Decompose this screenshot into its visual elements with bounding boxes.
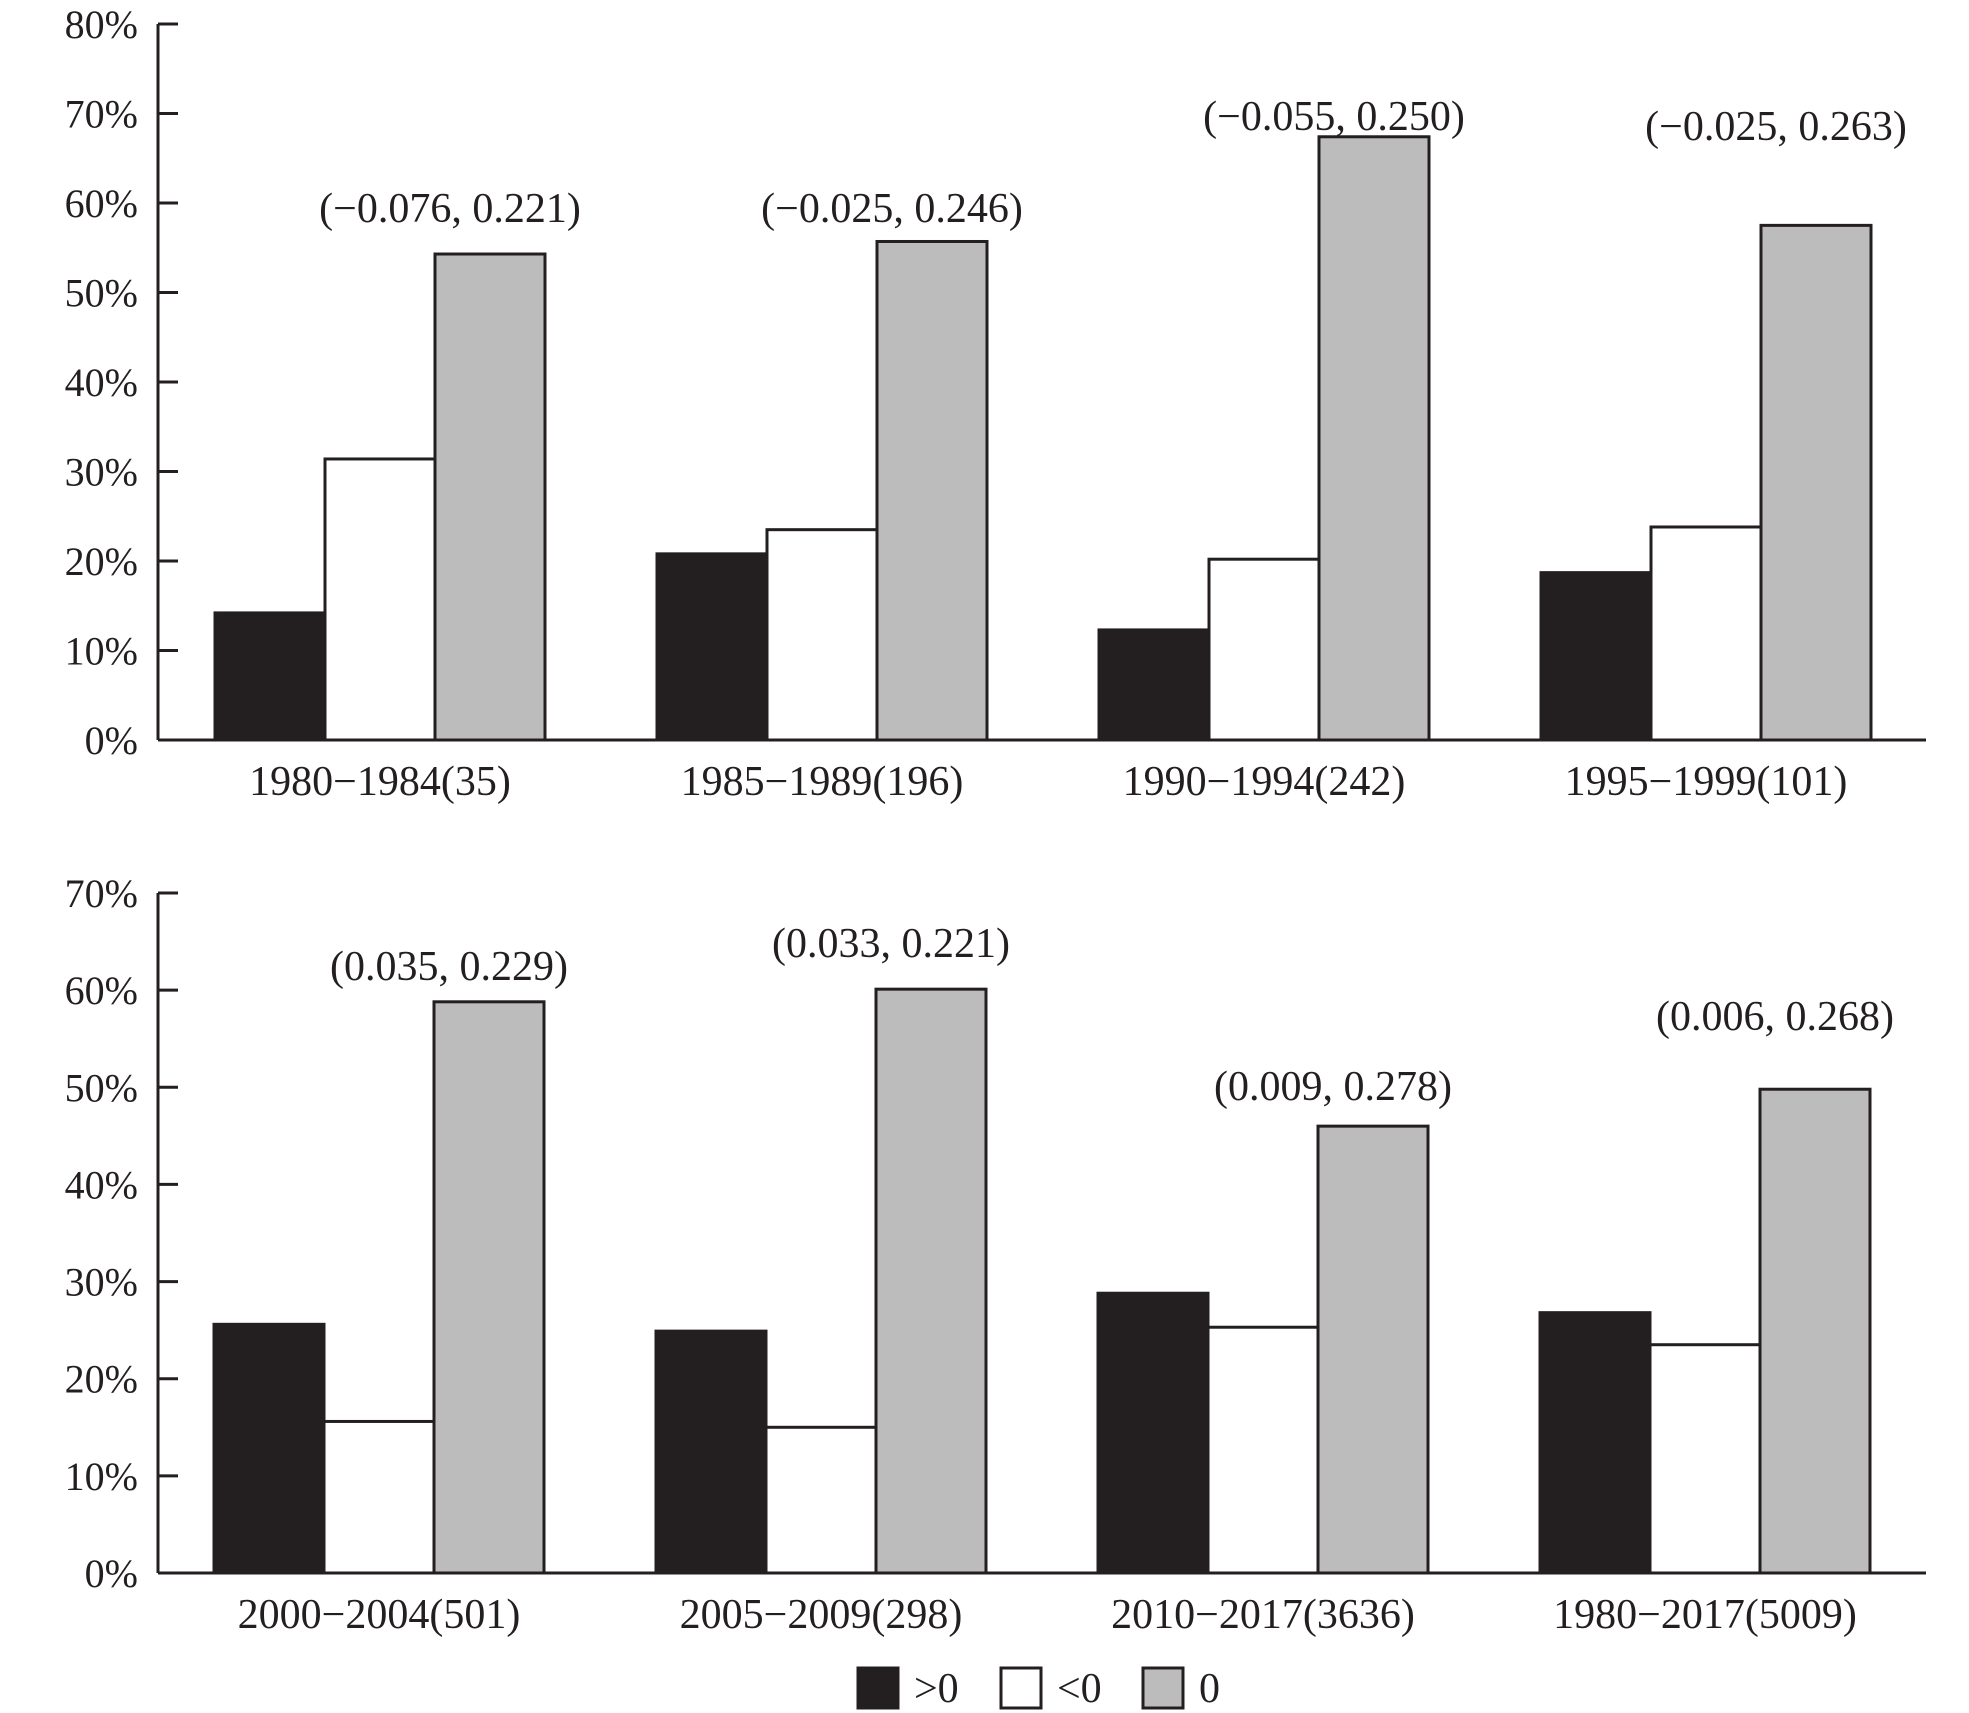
- y-tick-label: 10%: [65, 1454, 138, 1499]
- y-tick-label: 40%: [65, 1162, 138, 1207]
- bar-annotation: (−0.055, 0.250): [1203, 94, 1465, 140]
- y-tick-label: 30%: [65, 450, 138, 495]
- bar-zero: [1758, 1087, 1872, 1575]
- x-category-label: 1980−1984(35): [249, 759, 511, 805]
- legend-swatch: [999, 1666, 1043, 1710]
- y-tick-label: 0%: [85, 1551, 138, 1596]
- x-category-label: 1995−1999(101): [1565, 759, 1848, 805]
- y-tick-label: 40%: [65, 360, 138, 405]
- bar-gt0: [1097, 628, 1211, 742]
- bar-lt0: [764, 1425, 878, 1575]
- y-tick-label: 50%: [65, 271, 138, 316]
- x-category-label: 1990−1994(242): [1123, 759, 1406, 805]
- bar-annotation: (0.033, 0.221): [772, 921, 1010, 967]
- bar-lt0: [1649, 525, 1763, 742]
- bar-gt0: [212, 1322, 326, 1575]
- bar-zero: [875, 239, 989, 742]
- bar-annotation: (0.035, 0.229): [330, 944, 568, 990]
- y-tick-label: 60%: [65, 181, 138, 226]
- bar-zero: [1316, 1124, 1430, 1575]
- legend: >0 <0 0: [856, 1666, 1220, 1712]
- y-tick-label: 80%: [65, 2, 138, 47]
- bar-annotation: (−0.025, 0.246): [761, 186, 1023, 232]
- bar-gt0: [1096, 1291, 1210, 1575]
- y-tick-label: 20%: [65, 1357, 138, 1402]
- bar-zero: [433, 252, 547, 742]
- x-category-label: 2000−2004(501): [238, 1592, 521, 1638]
- bar-zero: [432, 1000, 546, 1575]
- bar-lt0: [765, 528, 879, 742]
- bar-annotation: (−0.025, 0.263): [1645, 104, 1907, 150]
- bar-lt0: [1207, 557, 1321, 742]
- bar-zero: [874, 987, 988, 1575]
- bar-zero: [1317, 135, 1431, 742]
- bar-zero: [1759, 223, 1873, 742]
- y-tick-label: 50%: [65, 1065, 138, 1110]
- bar-gt0: [654, 1329, 768, 1575]
- bar-gt0: [1538, 1311, 1652, 1575]
- x-category-label: 2005−2009(298): [680, 1592, 963, 1638]
- chart-bottom: 0% 10% 20% 30% 40% 50% 60% 70% 2000−2004(501) (0.…: [65, 871, 1926, 1638]
- bar-annotation: (0.009, 0.278): [1214, 1064, 1452, 1110]
- chart-top: 0% 10% 20% 30% 40% 50% 60% 70% 80% 1980−1984(35) (…: [65, 2, 1926, 805]
- legend-swatch: [1141, 1666, 1185, 1710]
- legend-label: 0: [1199, 1666, 1220, 1712]
- legend-label: <0: [1057, 1666, 1102, 1712]
- legend-label: >0: [914, 1666, 959, 1712]
- bar-annotation: (0.006, 0.268): [1656, 994, 1894, 1040]
- bar-gt0: [1539, 571, 1653, 742]
- y-tick-label: 70%: [65, 92, 138, 137]
- legend-swatch: [856, 1666, 900, 1710]
- bar-lt0: [323, 457, 437, 742]
- x-category-label: 1985−1989(196): [681, 759, 964, 805]
- bar-lt0: [1648, 1343, 1762, 1575]
- y-tick-label: 20%: [65, 539, 138, 584]
- bar-gt0: [655, 552, 769, 742]
- y-tick-label: 30%: [65, 1260, 138, 1305]
- bar-gt0: [213, 611, 327, 742]
- bar-lt0: [322, 1419, 436, 1575]
- x-category-label: 2010−2017(3636): [1111, 1592, 1415, 1638]
- x-category-label: 1980−2017(5009): [1553, 1592, 1857, 1638]
- bar-lt0: [1206, 1325, 1320, 1575]
- y-tick-label: 10%: [65, 629, 138, 674]
- bar-annotation: (−0.076, 0.221): [319, 186, 581, 232]
- y-tick-label: 60%: [65, 968, 138, 1013]
- y-tick-label: 70%: [65, 871, 138, 916]
- y-tick-label: 0%: [85, 718, 138, 763]
